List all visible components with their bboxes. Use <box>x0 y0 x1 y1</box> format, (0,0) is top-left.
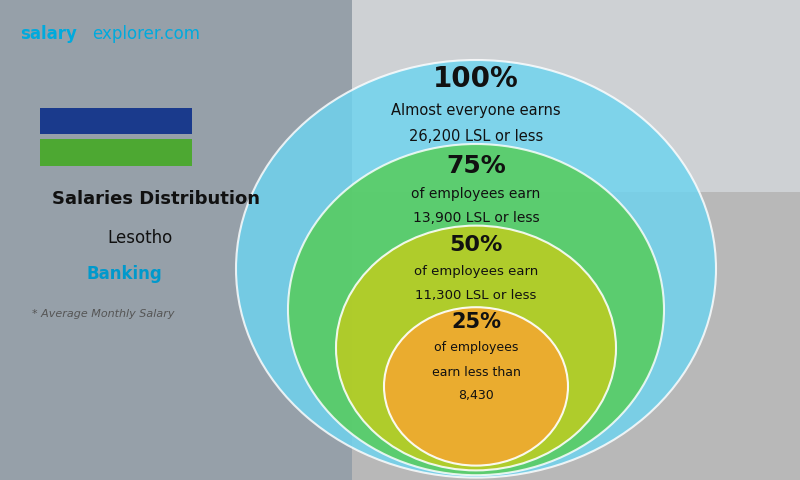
Text: 11,300 LSL or less: 11,300 LSL or less <box>415 288 537 302</box>
Text: of employees earn: of employees earn <box>411 187 541 202</box>
Text: earn less than: earn less than <box>431 365 521 379</box>
Text: 13,900 LSL or less: 13,900 LSL or less <box>413 211 539 226</box>
Text: 26,200 LSL or less: 26,200 LSL or less <box>409 129 543 144</box>
FancyBboxPatch shape <box>40 108 192 134</box>
Text: Banking: Banking <box>86 264 162 283</box>
Text: of employees earn: of employees earn <box>414 264 538 278</box>
FancyBboxPatch shape <box>40 139 192 166</box>
FancyBboxPatch shape <box>352 0 800 192</box>
Text: 75%: 75% <box>446 154 506 178</box>
Ellipse shape <box>384 307 568 466</box>
Ellipse shape <box>288 144 664 475</box>
Text: 50%: 50% <box>450 235 502 255</box>
Text: of employees: of employees <box>434 341 518 355</box>
Text: 8,430: 8,430 <box>458 389 494 403</box>
Text: 25%: 25% <box>451 312 501 332</box>
Text: salary: salary <box>20 24 77 43</box>
Ellipse shape <box>236 60 716 478</box>
Ellipse shape <box>336 226 616 470</box>
Text: Salaries Distribution: Salaries Distribution <box>52 190 260 208</box>
Text: Lesotho: Lesotho <box>107 228 173 247</box>
Text: 100%: 100% <box>433 65 519 93</box>
Text: explorer.com: explorer.com <box>92 24 200 43</box>
Text: * Average Monthly Salary: * Average Monthly Salary <box>32 310 174 319</box>
Text: Almost everyone earns: Almost everyone earns <box>391 103 561 118</box>
FancyBboxPatch shape <box>0 0 352 480</box>
